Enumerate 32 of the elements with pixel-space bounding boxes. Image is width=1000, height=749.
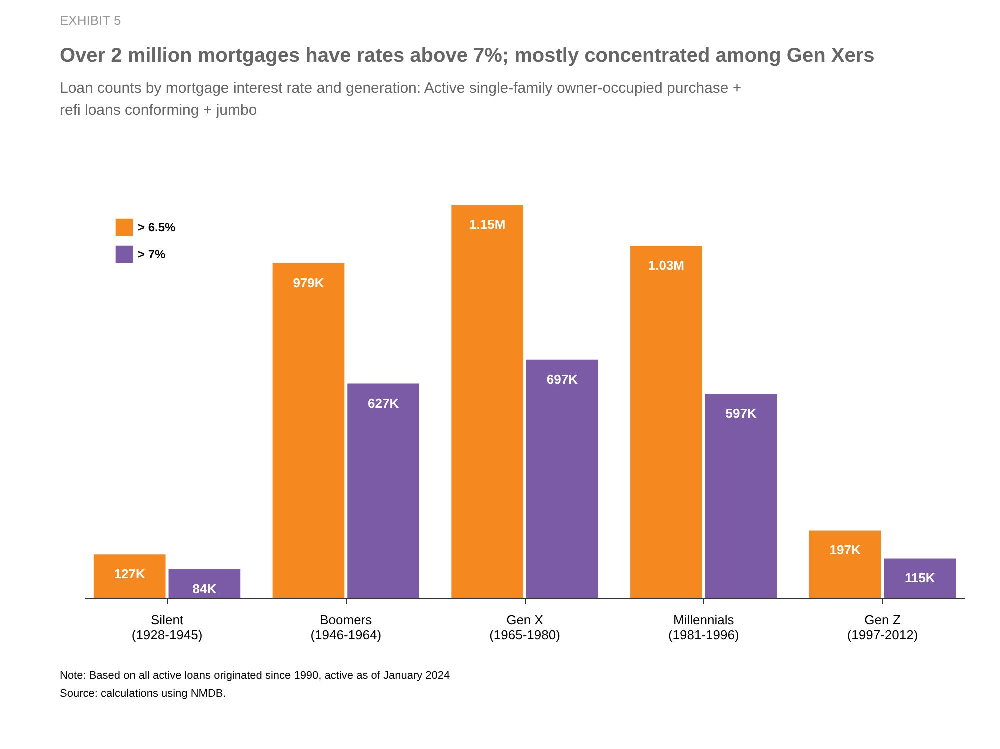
x-tick-label: Millennials (1981-1996) (668, 612, 740, 642)
bar (705, 394, 778, 598)
data-label: 1.03M (648, 258, 685, 274)
chart-subtitle: Loan counts by mortgage interest rate and generation: Active single-family owner-occupied purchase + refi loans conforming + jumbo (60, 80, 742, 119)
bar (94, 554, 166, 598)
data-label: 115K (904, 570, 936, 586)
bar (809, 530, 882, 598)
bar (630, 246, 702, 598)
chart-title: Over 2 million mortgages have rates above 7%; mostly concentrated among Gen Xers (60, 45, 875, 67)
bar (168, 569, 241, 598)
bar (272, 264, 345, 598)
bar (452, 205, 524, 598)
bar (884, 558, 956, 598)
x-tick-label: Boomers (1946-1964) (310, 612, 382, 642)
data-label: 197K (830, 542, 862, 558)
data-label: 627K (368, 396, 400, 411)
text: Note: Based on all active loans originated since 1990, active as of January 2024 (60, 670, 450, 682)
x-tick-label: Gen Z (1997-2012) (847, 612, 918, 642)
text: EXHIBIT 5 (60, 13, 122, 28)
data-label: 1.15M (470, 217, 506, 232)
bar (526, 360, 598, 598)
bar (348, 384, 420, 598)
x-tick-label: Gen X (1965-1980) (490, 612, 560, 642)
legend-label: > 7% (138, 248, 166, 262)
legend-label: > 6.5% (138, 220, 176, 234)
source-note: Source: calculations using NMDB. (60, 688, 226, 700)
data-label: 84K (192, 581, 218, 596)
x-tick-label: Silent (1928-1945) (132, 612, 203, 642)
data-label: 127K (114, 566, 146, 582)
data-label: 597K (726, 406, 758, 422)
data-label: 979K (293, 276, 325, 291)
data-label: 697K (546, 372, 579, 387)
